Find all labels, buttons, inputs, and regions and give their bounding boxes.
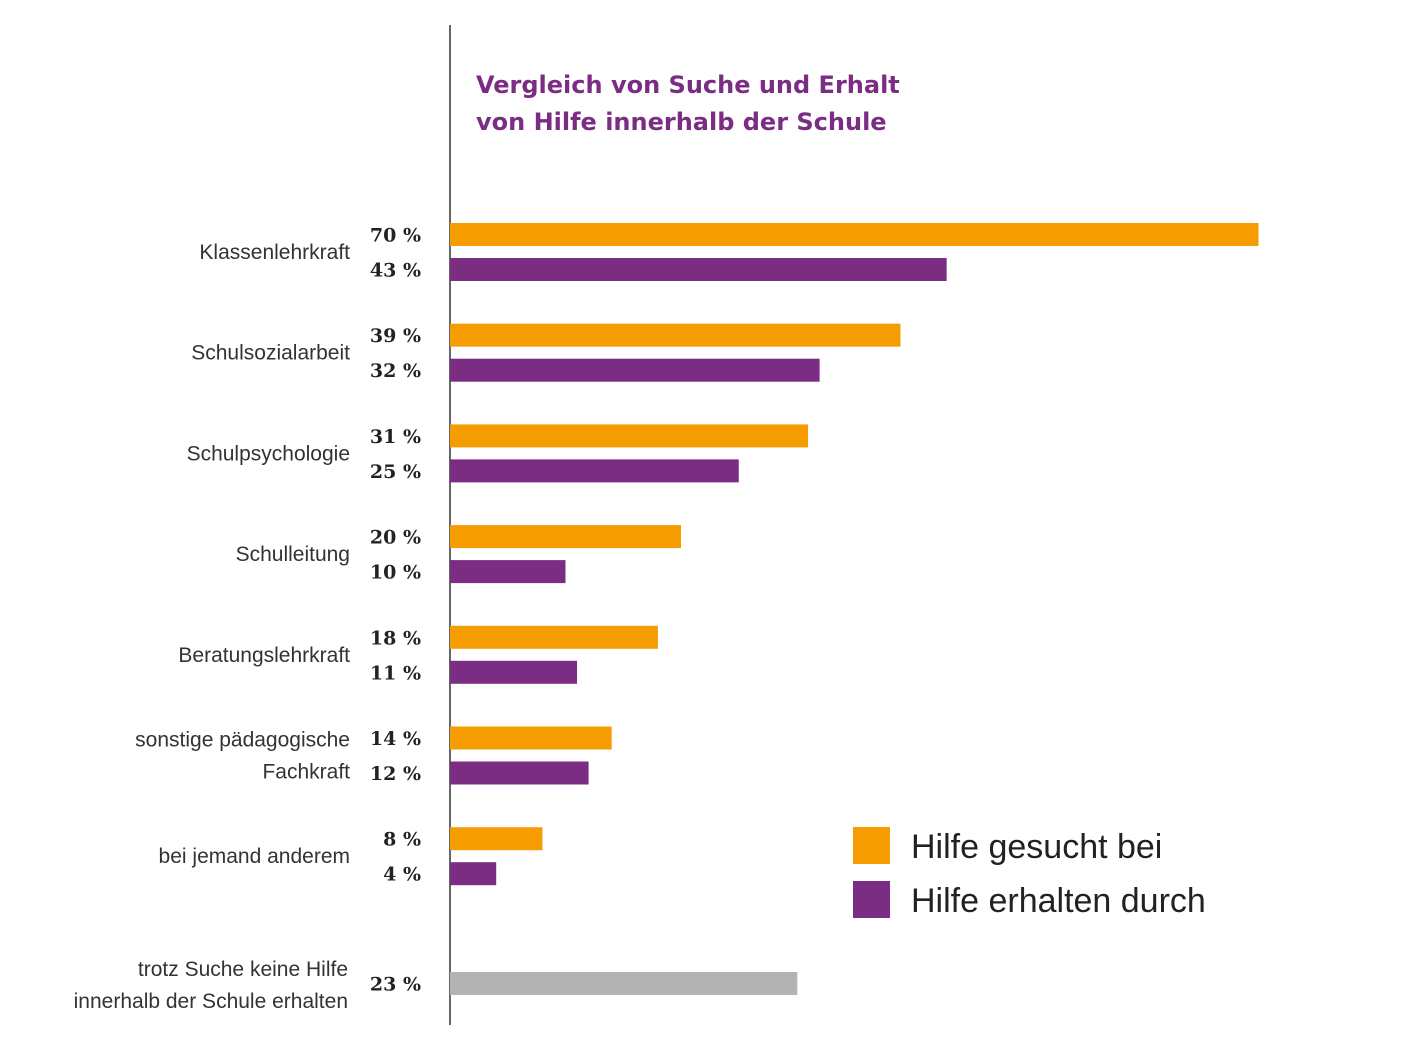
bar-erhalten-2 <box>450 459 739 483</box>
bar-erhalten-5 <box>450 761 589 785</box>
bar-gesucht-5 <box>450 726 612 750</box>
data-label-gesucht-1: 39 % <box>370 325 421 347</box>
category-label-5-line-1: Fachkraft <box>262 761 350 784</box>
data-label-gesucht-3: 20 % <box>370 527 421 549</box>
bar-erhalten-1 <box>450 358 820 382</box>
bar-keine-hilfe <box>450 972 798 995</box>
bar-gesucht-4 <box>450 625 658 649</box>
data-label-gesucht-0: 70 % <box>370 225 421 247</box>
data-label-erhalten-4: 11 % <box>370 662 421 684</box>
chart-title: Vergleich von Suche und Erhalt von Hilfe… <box>476 71 908 136</box>
bar-gesucht-2 <box>450 424 809 448</box>
bar-erhalten-3 <box>450 560 566 584</box>
data-label-erhalten-5: 12 % <box>370 763 421 785</box>
legend-swatch-gesucht <box>853 827 890 864</box>
bar-gesucht-3 <box>450 525 681 549</box>
data-label-gesucht-2: 31 % <box>370 426 421 448</box>
category-label-keine-hilfe-line-1: innerhalb der Schule erhalten <box>74 990 348 1013</box>
category-label-keine-hilfe-line-0: trotz Suche keine Hilfe <box>138 958 348 981</box>
data-label-gesucht-5: 14 % <box>370 728 421 750</box>
category-label-4: Beratungslehrkraft <box>178 644 350 667</box>
data-label-erhalten-6: 4 % <box>383 864 421 886</box>
data-label-gesucht-4: 18 % <box>370 627 421 649</box>
category-label-3: Schulleitung <box>236 543 350 566</box>
data-label-erhalten-3: 10 % <box>370 562 421 584</box>
bar-gesucht-0 <box>450 223 1259 246</box>
category-label-5-line-0: sonstige pädagogische <box>135 729 350 752</box>
legend-label-gesucht: Hilfe gesucht bei <box>911 828 1162 866</box>
category-label-1: Schulsozialarbeit <box>191 342 350 365</box>
chart-title-line-1: Vergleich von Suche und Erhalt <box>476 71 900 99</box>
bar-erhalten-4 <box>450 660 578 684</box>
legend-label-erhalten: Hilfe erhalten durch <box>911 882 1206 920</box>
data-label-gesucht-6: 8 % <box>383 829 421 851</box>
category-label-2: Schulpsychologie <box>187 442 350 465</box>
bar-erhalten-6 <box>450 862 497 886</box>
legend: Hilfe gesucht bei Hilfe erhalten durch <box>853 827 1206 920</box>
bar-erhalten-0 <box>450 258 947 281</box>
data-label-keine-hilfe: 23 % <box>370 974 421 996</box>
data-label-erhalten-1: 32 % <box>370 360 421 382</box>
bar-gesucht-6 <box>450 827 543 851</box>
data-label-erhalten-2: 25 % <box>370 461 421 483</box>
chart-title-line-2: von Hilfe innerhalb der Schule <box>476 108 887 136</box>
bar-gesucht-1 <box>450 323 901 347</box>
bars-group: 70 % 43 % Klassenlehrkraft 39 % 32 % Schulsoz… <box>74 223 1259 1013</box>
category-label-6: bei jemand anderem <box>159 845 350 868</box>
legend-swatch-erhalten <box>853 881 890 918</box>
category-label-0: Klassenlehrkraft <box>199 241 350 264</box>
data-label-erhalten-0: 43 % <box>370 260 421 282</box>
